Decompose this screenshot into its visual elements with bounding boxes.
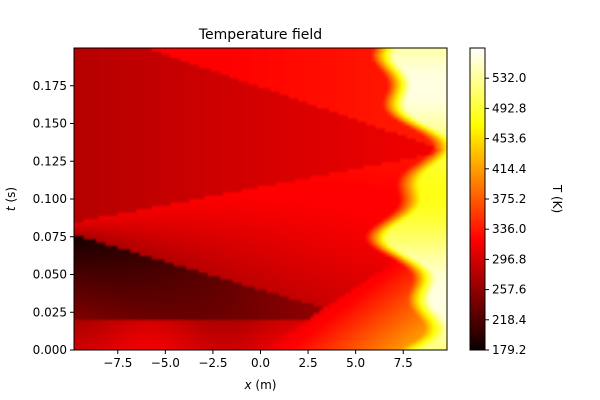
x-tick-label: −5.0: [151, 356, 180, 370]
y-axis-label: t (s): [4, 187, 18, 211]
colorbar-ticks: 179.2 218.4 257.6 296.8 336.0 375.2 414.4 453.6…: [485, 71, 526, 357]
y-tick-label: 0.025: [33, 305, 67, 319]
x-axis-label-unit: (m): [252, 378, 277, 392]
colorbar-tick-label: 453.6: [492, 132, 526, 146]
colorbar-tick-label: 414.4: [492, 162, 526, 176]
y-tick-label: 0.175: [33, 79, 67, 93]
colorbar-tick-label: 532.0: [492, 71, 526, 85]
x-tick-label: 0.0: [251, 356, 270, 370]
y-tick-label: 0.075: [33, 230, 67, 244]
y-axis-label-var: t: [4, 205, 18, 211]
y-tick-label: 0.050: [33, 268, 67, 282]
x-axis-label-var: x: [244, 378, 253, 392]
colorbar: 179.2 218.4 257.6 296.8 336.0 375.2 414.4 453.6…: [469, 47, 564, 357]
colorbar-tick-label: 336.0: [492, 222, 526, 236]
colorbar-tick-label: 179.2: [492, 343, 526, 357]
colorbar-label: T (K): [550, 184, 564, 213]
y-tick-label: 0.000: [33, 343, 67, 357]
colorbar-tick-label: 296.8: [492, 252, 526, 266]
x-axis-label: x (m): [244, 378, 277, 392]
y-tick-label: 0.100: [33, 192, 67, 206]
plot-area: [73, 47, 448, 351]
x-tick-label: 5.0: [346, 356, 365, 370]
x-tick-label: −2.5: [198, 356, 227, 370]
colorbar-tick-label: 375.2: [492, 192, 526, 206]
colorbar-tick-label: 257.6: [492, 283, 526, 297]
y-axis-ticks: 0.000 0.025 0.050 0.075 0.100 0.125 0.150 0.175: [33, 79, 74, 357]
colorbar-tick-label: 218.4: [492, 313, 526, 327]
colorbar-gradient: [469, 47, 486, 351]
x-tick-label: 2.5: [299, 356, 318, 370]
y-tick-label: 0.125: [33, 154, 67, 168]
chart-title: Temperature field: [198, 27, 322, 43]
x-axis-ticks: −7.5 −5.0 −2.5 0.0 2.5 5.0 7.5: [103, 350, 413, 370]
colorbar-tick-label: 492.8: [492, 101, 526, 115]
y-axis-label-unit: (s): [4, 187, 18, 206]
x-tick-label: 7.5: [394, 356, 413, 370]
temperature-heatmap: [74, 48, 447, 350]
y-tick-label: 0.150: [33, 117, 67, 131]
x-tick-label: −7.5: [103, 356, 132, 370]
